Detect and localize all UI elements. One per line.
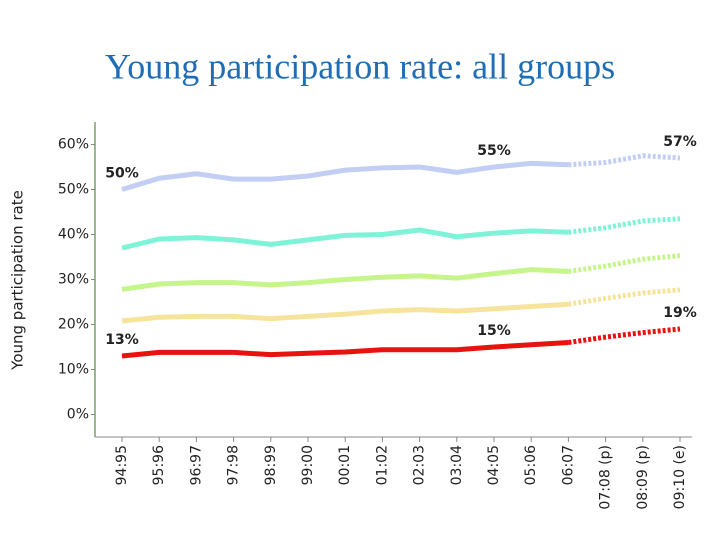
- x-tick-label: 08:09 (p): [635, 445, 651, 510]
- projection-line: [568, 253, 681, 274]
- y-tick-label: 20%: [58, 317, 89, 333]
- series-line: [121, 340, 569, 359]
- x-tick-label: 06:07: [560, 445, 576, 485]
- series-line: [121, 301, 569, 324]
- x-tick-label: 05:06: [523, 445, 539, 485]
- projection-line: [568, 153, 681, 168]
- slide-title: Young participation rate: all groups: [105, 46, 615, 86]
- projection-line: [568, 216, 681, 235]
- y-axis-label: Young participation rate: [9, 190, 27, 371]
- data-label: 50%: [105, 166, 139, 182]
- x-tick-label: 02:03: [412, 445, 428, 485]
- data-label: 13%: [105, 332, 139, 348]
- x-tick-label: 94:95: [114, 445, 130, 485]
- y-tick-label: 30%: [58, 272, 89, 288]
- projection-line: [568, 287, 681, 307]
- x-tick-label: 04:05: [486, 445, 502, 485]
- series-line: [121, 160, 569, 192]
- x-tick-label: 03:04: [449, 445, 465, 485]
- x-tick-label: 00:01: [337, 445, 353, 485]
- y-tick-label: 0%: [67, 407, 89, 423]
- x-tick-label: 07:08 (p): [598, 445, 614, 510]
- x-tick-label: 97:98: [226, 445, 242, 485]
- data-label: 15%: [477, 323, 511, 339]
- x-tick-label: 95:96: [151, 445, 167, 485]
- data-label: 55%: [477, 143, 511, 159]
- data-label: 57%: [663, 134, 697, 150]
- y-tick-label: 10%: [58, 362, 89, 378]
- x-tick-label: 98:99: [263, 445, 279, 485]
- x-tick-label: 01:02: [374, 445, 390, 485]
- y-tick-label: 50%: [58, 182, 89, 198]
- series-line: [121, 267, 569, 292]
- x-tick-label: 96:97: [188, 445, 204, 485]
- x-tick-label: 99:00: [300, 445, 316, 485]
- series-line: [121, 227, 569, 251]
- projection-line: [568, 326, 681, 345]
- y-tick-label: 40%: [58, 227, 89, 243]
- y-tick-label: 60%: [58, 137, 89, 153]
- data-label: 19%: [663, 305, 697, 321]
- x-tick-label: 09:10 (e): [672, 445, 688, 509]
